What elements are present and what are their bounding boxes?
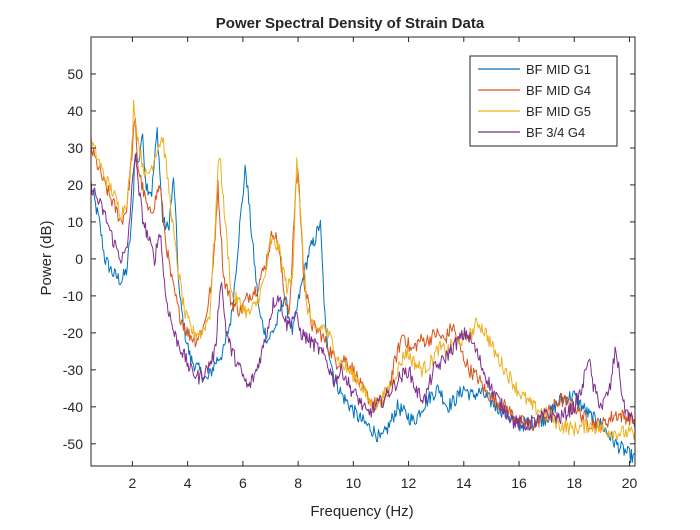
- series-line-2: [90, 118, 636, 433]
- legend: BF MID G1 BF MID G4 BF MID G5 BF 3/4 G4: [469, 55, 618, 147]
- y-tick-label: -10: [63, 288, 83, 304]
- y-tick-label: -40: [63, 399, 83, 415]
- y-tick-label: 40: [67, 103, 83, 119]
- x-tick-label: 16: [511, 475, 527, 491]
- y-tick-label: 20: [67, 177, 83, 193]
- legend-label-1: BF MID G1: [526, 62, 591, 77]
- legend-label-4: BF 3/4 G4: [526, 125, 585, 140]
- legend-label-3: BF MID G5: [526, 104, 591, 119]
- x-axis-label: Frequency (Hz): [310, 503, 413, 520]
- tick-layer: 2 4 6 8 10 12 14 16 18 20 -50 -40 -30 -20 -10 0 10 20 30 40…: [63, 37, 638, 491]
- x-tick-label: 2: [129, 475, 137, 491]
- x-tick-label: 14: [456, 475, 472, 491]
- y-axis-label: Power (dB): [38, 220, 55, 295]
- series-line-1: [90, 127, 636, 464]
- y-tick-label: 50: [67, 66, 83, 82]
- series-line-3: [90, 99, 636, 441]
- legend-label-2: BF MID G4: [526, 83, 591, 98]
- chart-title: Power Spectral Density of Strain Data: [216, 15, 485, 32]
- x-tick-label: 12: [401, 475, 417, 491]
- legend-box: [469, 55, 618, 147]
- x-tick-label: 18: [566, 475, 582, 491]
- x-tick-label: 6: [239, 475, 247, 491]
- x-tick-label: 20: [622, 475, 638, 491]
- x-tick-label: 10: [346, 475, 362, 491]
- y-tick-label: -30: [63, 362, 83, 378]
- series-layer: [90, 99, 636, 464]
- y-tick-label: -20: [63, 325, 83, 341]
- series-line-4: [90, 154, 636, 431]
- x-tick-label: 8: [294, 475, 302, 491]
- y-tick-label: 30: [67, 140, 83, 156]
- axes-box: [90, 36, 636, 467]
- y-tick-label: 0: [75, 251, 83, 267]
- y-tick-label: -50: [63, 436, 83, 452]
- x-tick-label: 4: [184, 475, 192, 491]
- y-tick-label: 10: [67, 214, 83, 230]
